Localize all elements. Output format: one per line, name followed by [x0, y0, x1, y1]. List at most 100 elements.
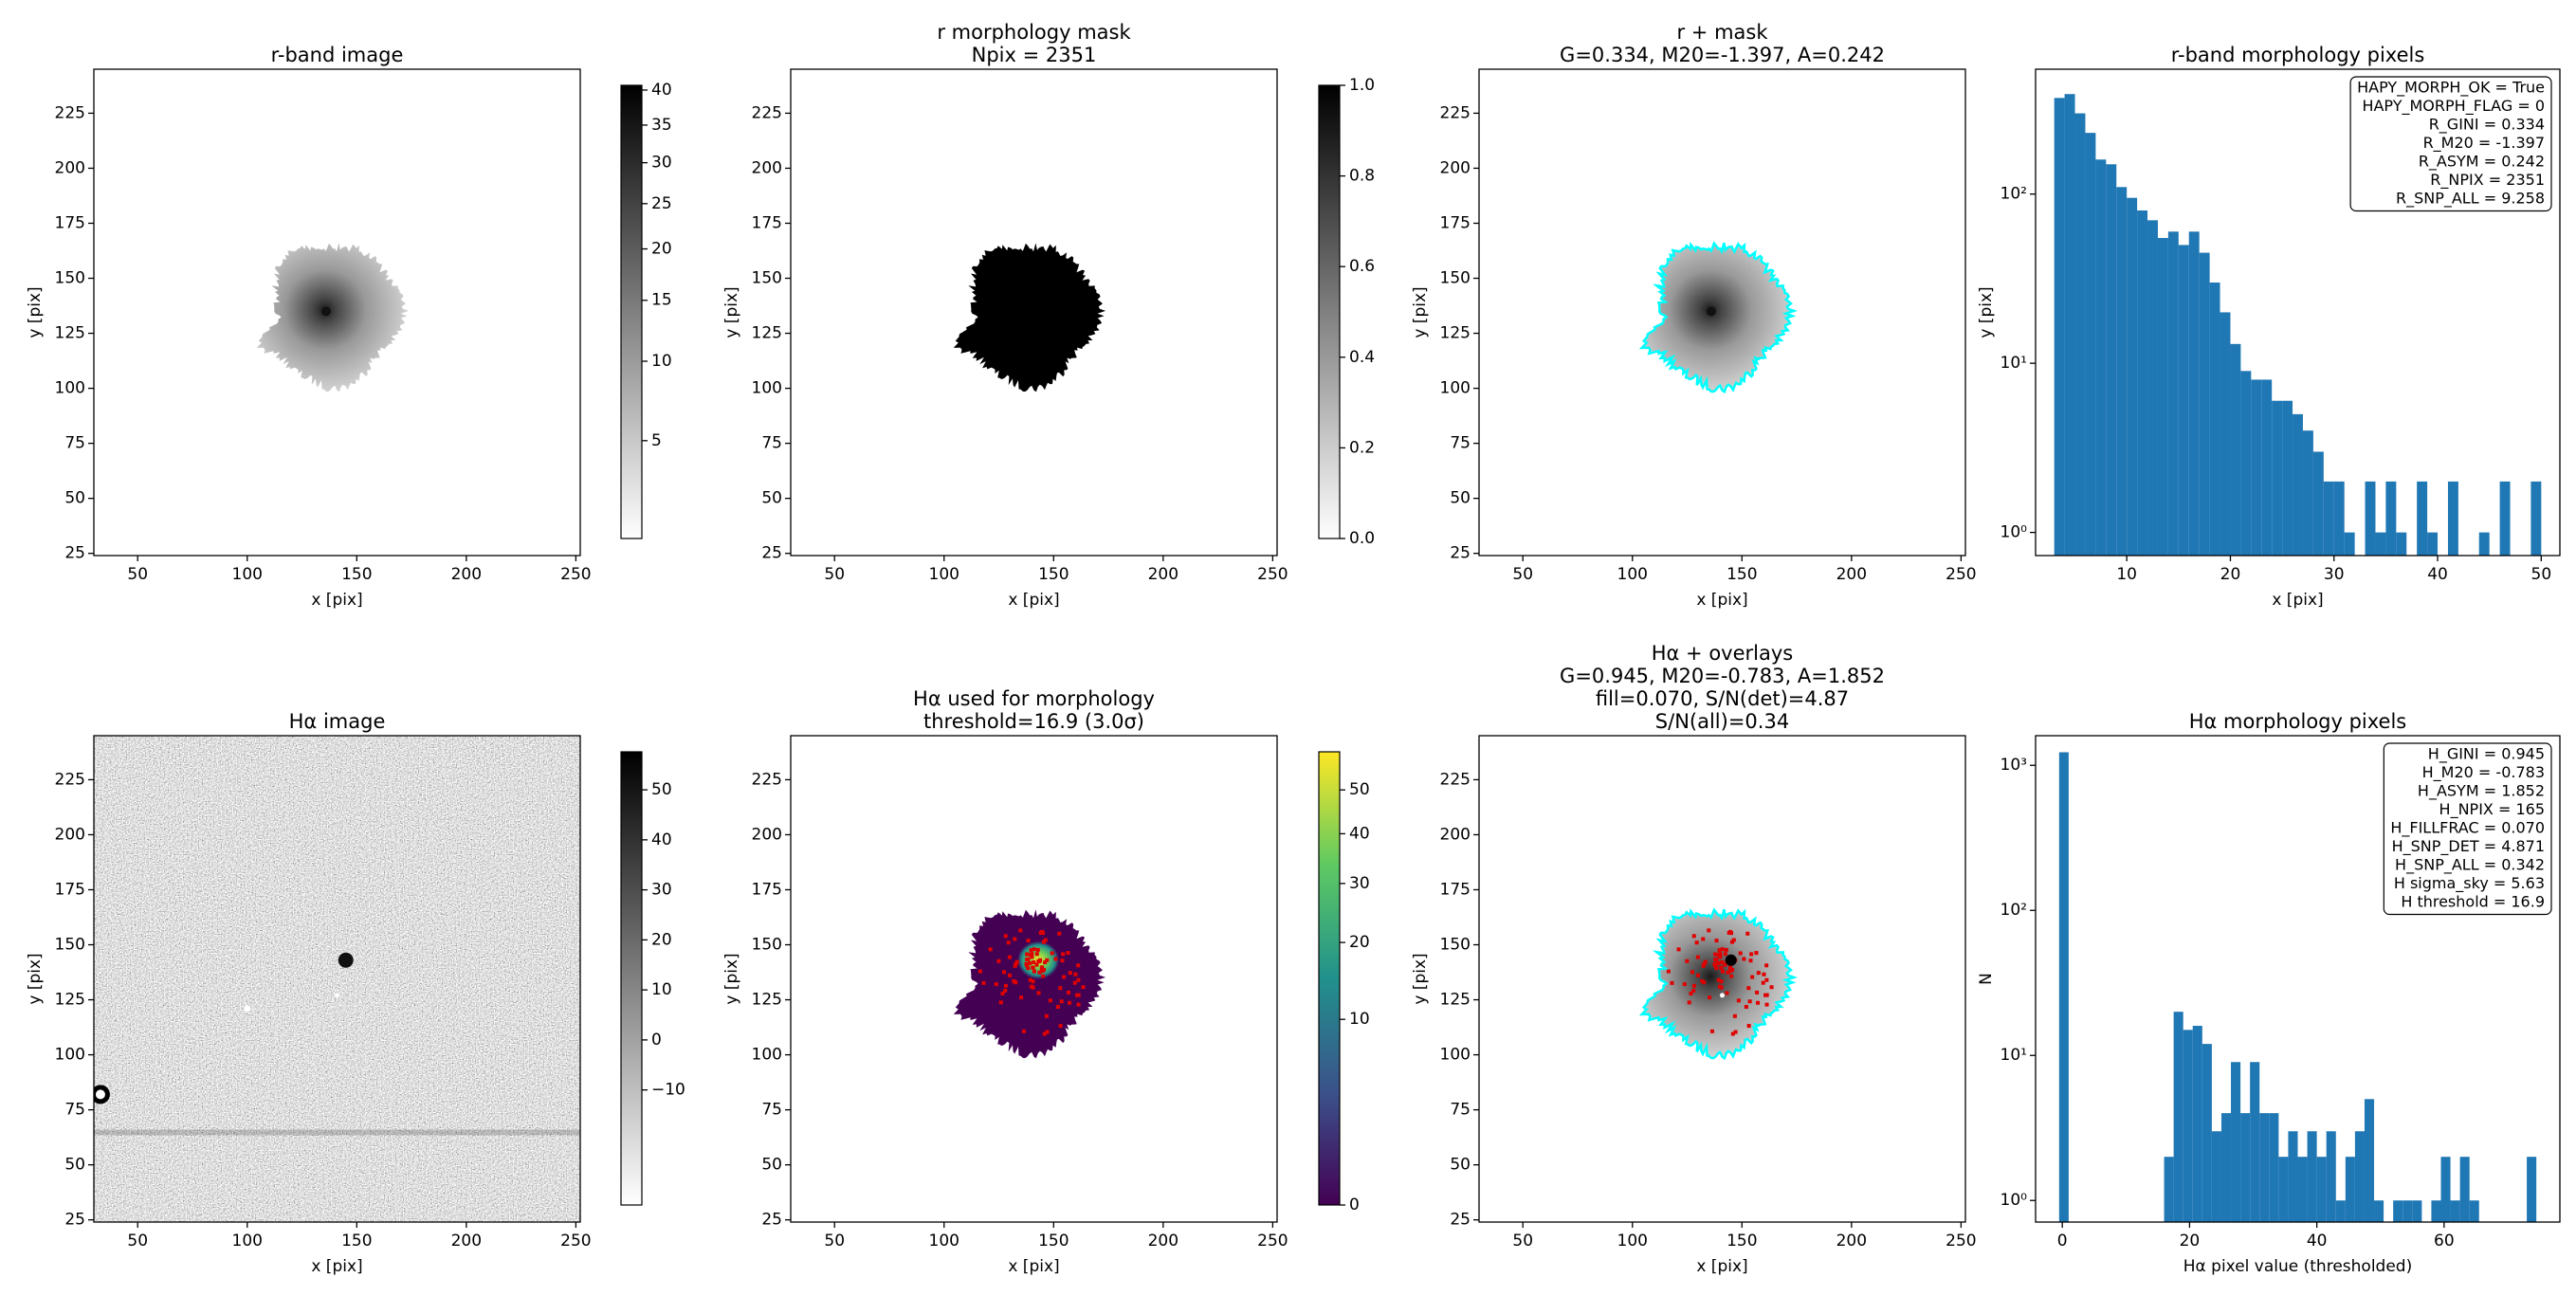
pixel-marker [1026, 957, 1031, 961]
y-tick-label: 10¹ [2001, 1046, 2027, 1065]
y-tick-label: 175 [1440, 880, 1471, 899]
x-tick-label: 150 [1726, 565, 1757, 584]
y-tick-label: 75 [64, 1101, 85, 1120]
axes-frame [1478, 735, 1966, 1223]
source [1641, 909, 1795, 1059]
pixel-marker [1055, 1005, 1060, 1010]
pixel-marker [1723, 962, 1727, 967]
pixel-marker [1021, 1029, 1026, 1033]
pixel-marker [1726, 970, 1730, 975]
x-tick-label: 150 [341, 565, 372, 584]
plot-area [256, 243, 410, 392]
bar [2183, 1030, 2193, 1222]
bar [2469, 1200, 2479, 1222]
pixel-marker [1756, 971, 1761, 976]
y-tick-label: 10¹ [2001, 354, 2027, 373]
bar [2450, 1200, 2460, 1222]
bar [2220, 312, 2231, 556]
pixel-marker [1695, 955, 1700, 959]
pixel-marker [1746, 986, 1751, 991]
bar [2297, 1157, 2308, 1222]
pixel-marker [1719, 965, 1724, 970]
pixel-marker [1754, 951, 1759, 956]
bar [2354, 1131, 2365, 1222]
pixel-marker [1689, 991, 1693, 995]
pixel-marker [1700, 978, 1705, 983]
pixel-marker [1068, 1000, 1072, 1005]
axes-frame [2035, 68, 2561, 557]
x-tick-label: 250 [560, 565, 591, 584]
bar [2058, 752, 2069, 1222]
pixel-marker [1062, 975, 1067, 979]
y-tick-label: 175 [752, 213, 782, 232]
bar [2261, 379, 2273, 556]
y-axis-label: y [pix] [1411, 286, 1430, 338]
x-tick-label: 100 [1617, 1232, 1648, 1250]
y-tick-label: 10⁰ [2001, 1191, 2028, 1210]
x-tick-label: 150 [1038, 1232, 1069, 1250]
axes-frame [790, 735, 1278, 1223]
colorbar-tick-label: 1.0 [1349, 76, 1375, 95]
source [256, 243, 410, 392]
bar [2344, 532, 2355, 556]
bar [2251, 379, 2262, 556]
bar [2459, 1157, 2470, 1222]
colorbar-tick-label: 0.2 [1349, 438, 1375, 457]
y-axis-label: y [pix] [1977, 286, 1996, 338]
pixel-marker [1019, 995, 1024, 1000]
x-tick-label: 100 [929, 565, 959, 584]
colorbar-tick-label: 35 [651, 116, 672, 135]
bar [2167, 231, 2179, 556]
y-tick-label: 25 [64, 544, 85, 563]
pixel-marker [1716, 953, 1721, 958]
pixel-marker [1030, 955, 1034, 959]
bar [2499, 481, 2511, 556]
y-tick-label: 125 [1440, 324, 1471, 343]
y-tick-label: 75 [761, 434, 782, 453]
pixel-marker [1729, 931, 1734, 936]
pixel-marker [1001, 970, 1006, 975]
bar [2157, 238, 2168, 556]
pixel-marker [1670, 980, 1674, 985]
source [953, 909, 1106, 1059]
bar [2374, 1200, 2384, 1222]
x-tick-label: 250 [1257, 1232, 1288, 1250]
colorbar-tick-label: 0.0 [1349, 529, 1375, 548]
annotation-line: H_ASYM = 1.852 [2418, 782, 2545, 801]
pixel-marker [1738, 951, 1743, 956]
annotation-line: H_GINI = 0.945 [2428, 745, 2545, 764]
bar [2375, 532, 2386, 556]
x-tick-label: 40 [2427, 565, 2448, 584]
pixel-marker [1756, 1000, 1761, 1005]
x-tick-label: 100 [929, 1232, 959, 1250]
x-tick-label: 100 [1617, 565, 1648, 584]
core [320, 306, 331, 317]
pixel-marker [1028, 953, 1032, 958]
bar [2302, 430, 2313, 556]
annotation-line: H_FILLFRAC = 0.070 [2390, 819, 2545, 838]
y-tick-label: 150 [1440, 269, 1471, 288]
colorbar-tick-label: 20 [651, 930, 672, 949]
core [1706, 306, 1716, 317]
pixel-marker [1066, 951, 1070, 956]
bar [2116, 187, 2128, 556]
y-tick-label: 200 [1440, 158, 1471, 177]
x-axis-label: Hα pixel value (thresholded) [2183, 1257, 2412, 1276]
core [1720, 993, 1725, 998]
pixel-marker [996, 958, 1001, 963]
pixel-marker [1748, 958, 1753, 963]
y-tick-label: 150 [55, 269, 85, 288]
pixel-marker [1035, 947, 1040, 952]
pixel-marker [1732, 1013, 1737, 1018]
bar [2178, 245, 2189, 556]
chart-title: fill=0.070, S/N(det)=4.87 [1596, 687, 1849, 710]
bar [2211, 1131, 2221, 1222]
y-axis-label: N [1977, 973, 1996, 985]
annotation-line: R_M20 = -1.397 [2423, 134, 2545, 153]
bar [2417, 481, 2428, 556]
x-tick-label: 50 [127, 1232, 148, 1250]
bar [2326, 1131, 2336, 1222]
x-tick-label: 100 [232, 565, 263, 584]
bar [2231, 1062, 2241, 1222]
